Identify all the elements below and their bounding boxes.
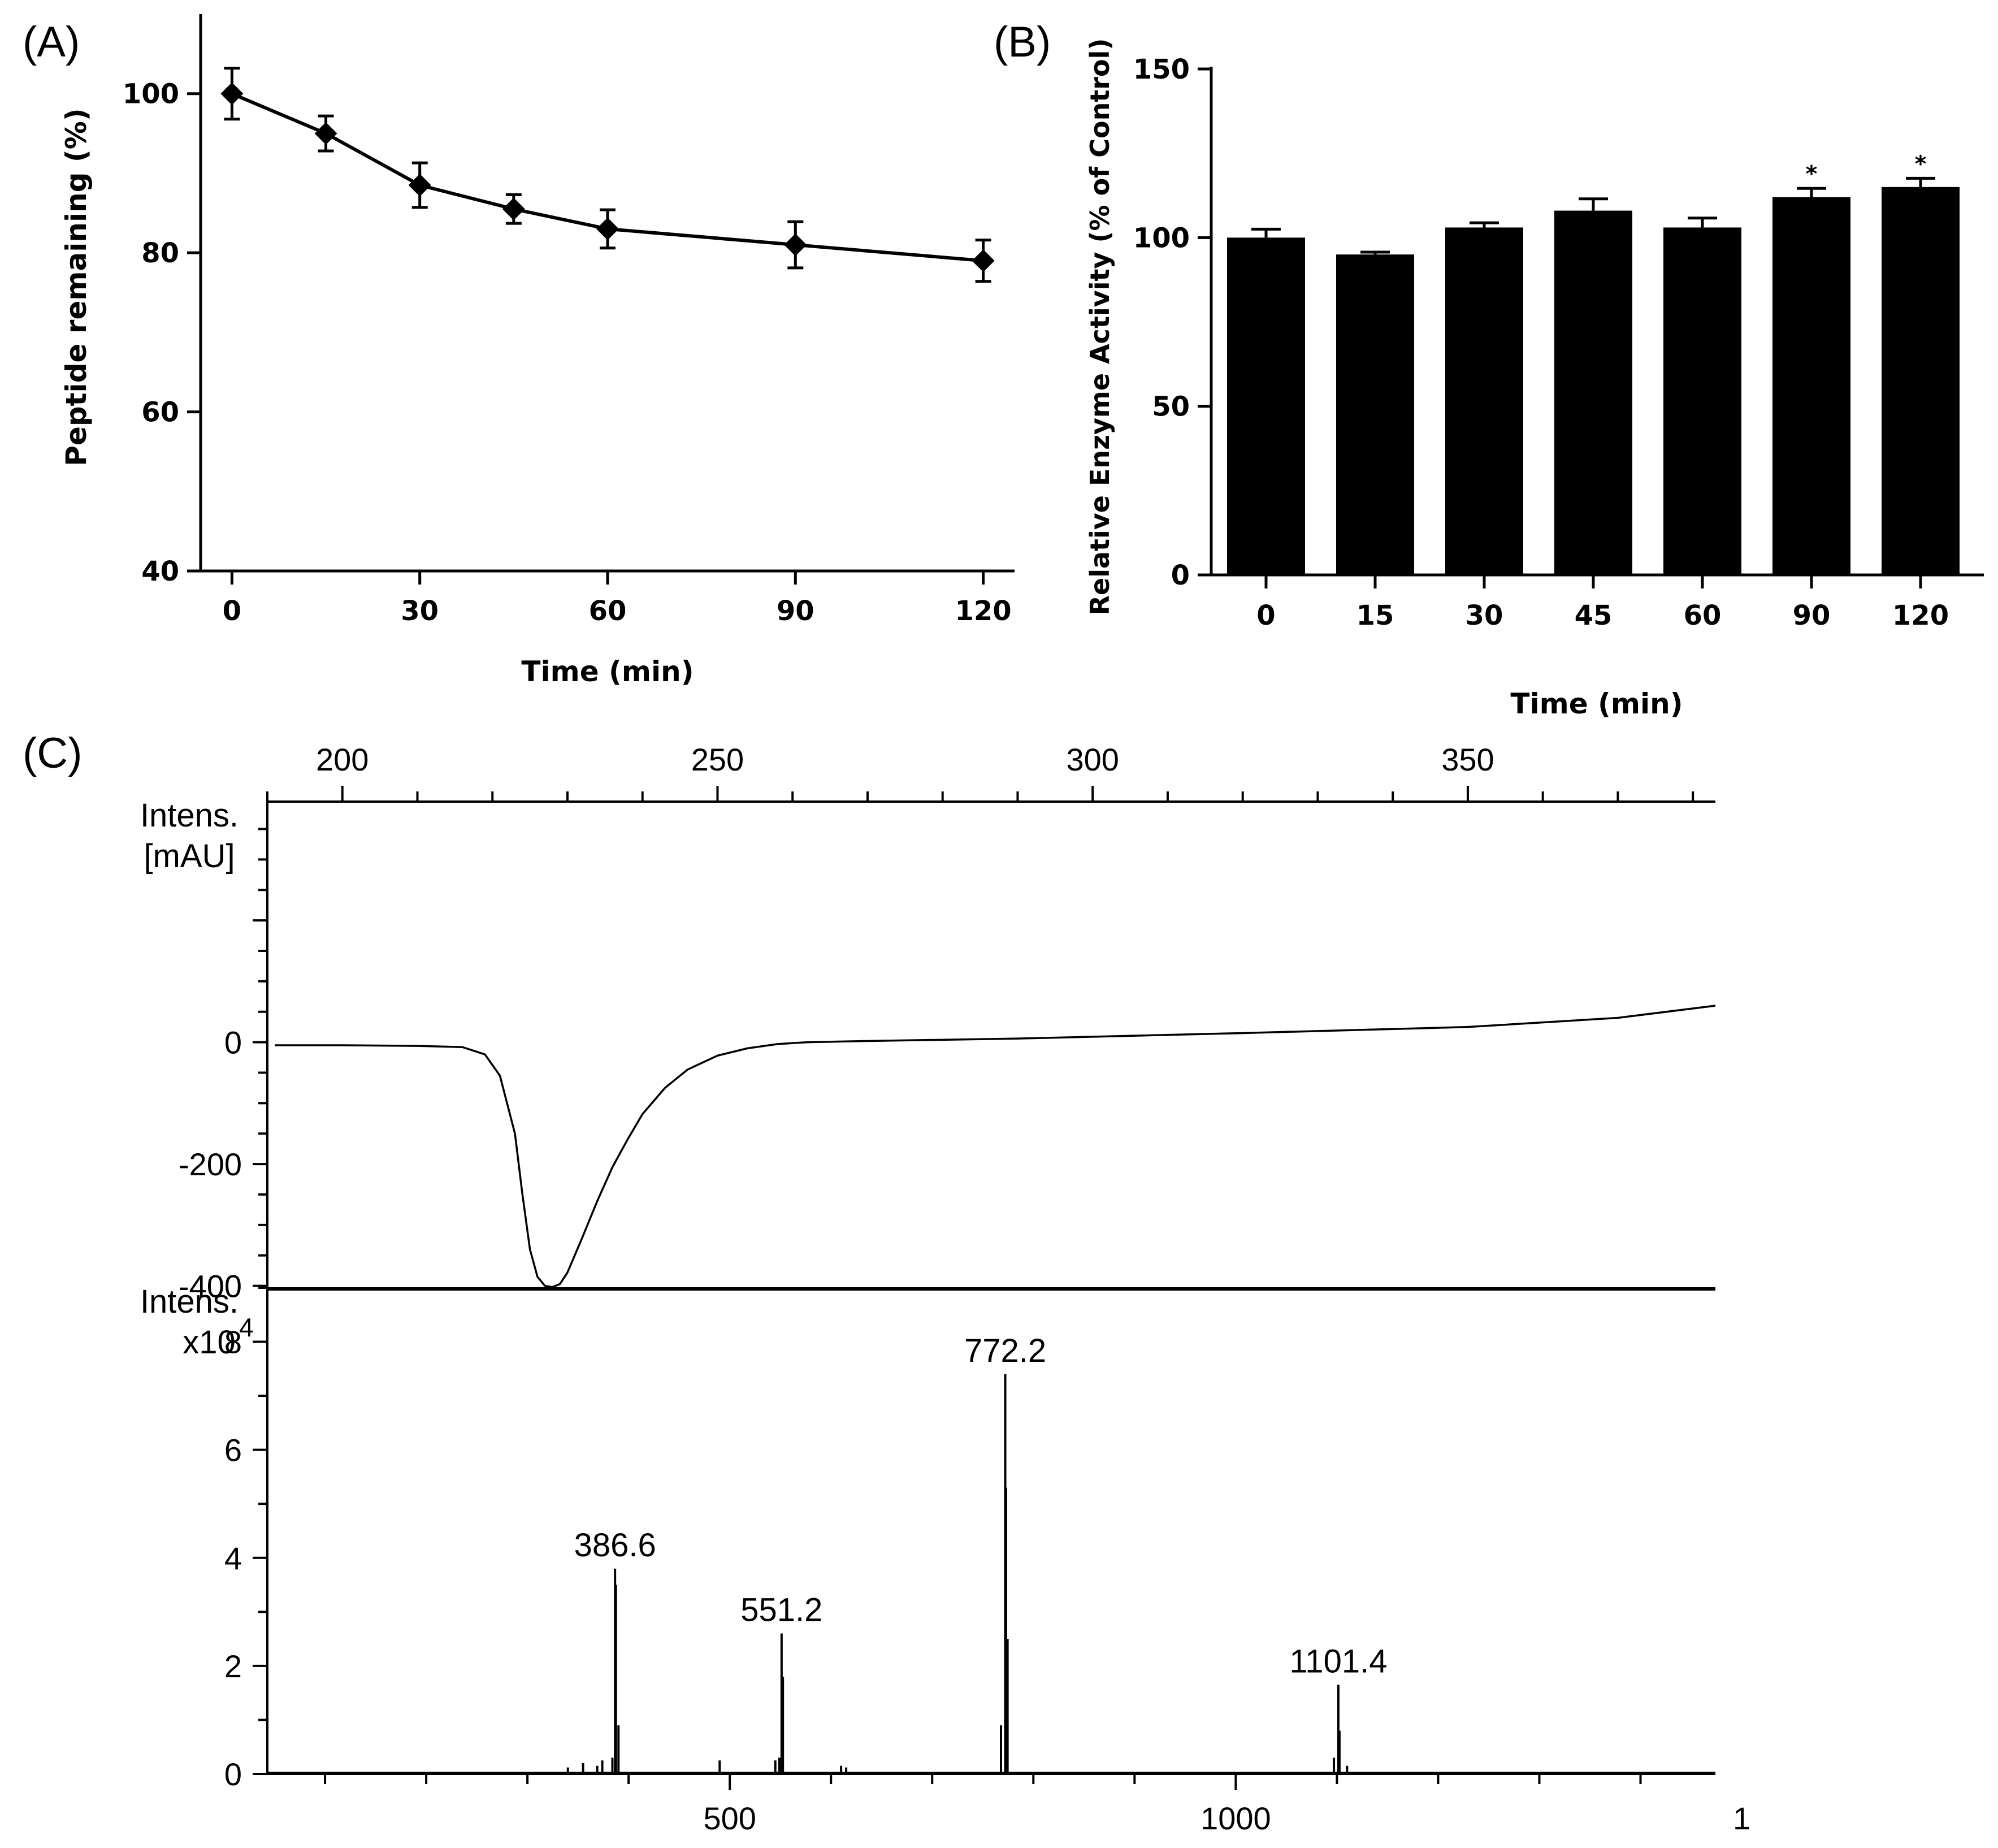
panel-c-ms-y-tick-label: 8 [224,1325,242,1360]
panel-c-ms-y-tick-label: 2 [224,1648,242,1684]
panel-a-line-chart: (A) Time (min) Peptide remaining (%) 40 6… [23,14,1015,688]
panel-b-x-tick-label: 30 [1466,600,1503,631]
panel-a-y-axis-title: Peptide remaining (%) [60,108,93,466]
panel-c-label: (C) [23,729,83,777]
panel-b-x-axis-title: Time (min) [1510,687,1683,720]
panel-a-y-tick-label: 40 [141,556,179,587]
panel-c-ms-peak-label: 1101.4 [1289,1643,1387,1680]
panel-a-data-point [502,197,525,220]
panel-a-y-tick-label: 60 [141,397,179,429]
panel-b-y-tick-label: 50 [1152,391,1190,423]
panel-c-top-y-axis-title: Intens. [mAU] [140,797,239,875]
panel-c-ms-x-tick-label: 1000 [1200,1801,1271,1836]
panel-c-y-tick-label: -200 [179,1146,242,1182]
panel-c-ms-y-tick-label: 6 [224,1432,242,1468]
panel-a-x-tick-label: 30 [401,595,439,627]
panel-b-x-tick-label: 120 [1892,600,1949,631]
panel-b-x-tick-label: 90 [1793,600,1831,631]
panel-a-x-tick-label: 120 [955,595,1012,627]
panel-b-x-tick-label: 15 [1356,600,1394,631]
panel-b-significance-marker: * [1915,151,1927,177]
panel-a-x-tick-label: 60 [589,595,627,627]
panel-b-y-tick-label: 150 [1133,54,1190,85]
panel-a-data-point [972,249,995,272]
panel-c-y-tick-label: 0 [224,1025,242,1061]
panel-c-ms-peak-label: 551.2 [740,1592,822,1629]
panel-a-x-axis-title: Time (min) [521,655,694,688]
panel-c-ms-y-axis-title-line: Intens. [140,1283,239,1320]
panel-b-y-tick-label: 0 [1171,560,1190,591]
panel-c-ms-x-tick-label: 500 [703,1801,756,1836]
panel-b-label: (B) [994,18,1051,66]
panel-c-top-tick-label: 300 [1066,742,1119,777]
panel-a-x-tick-label: 90 [777,595,814,627]
panel-b-bar [1663,227,1741,575]
panel-b-y-axis-title: Relative Enzyme Activity (% of Control) [1085,38,1115,616]
panel-c-ms-x-tick-label: 1 [1733,1801,1750,1836]
panel-a-data-point [784,233,807,257]
panel-b-x-tick-label: 60 [1684,600,1722,631]
panel-b-x-tick-label: 0 [1256,600,1275,631]
panel-b-bar [1772,197,1850,575]
panel-b-bar [1227,237,1305,575]
panel-b-y-tick-label: 100 [1133,222,1190,254]
panel-b-bar [1445,227,1523,575]
panel-c-top-tick-label: 350 [1441,742,1494,777]
panel-b-x-tick-label: 45 [1575,600,1613,631]
panel-b-bar [1882,187,1960,575]
panel-c-top-tick-label: 200 [316,742,369,777]
panel-c-chromatogram-chart: (C) 200 250 300 350 0 -200 -400 Intens. [mAU] [23,729,1716,1304]
panel-c-ms-y-tick-label: 4 [224,1540,242,1576]
panel-a-data-point [596,217,619,240]
panel-c-top-tick-label: 250 [691,742,744,777]
panel-a-y-tick-label: 100 [123,79,179,110]
panel-b-bar [1554,210,1632,575]
panel-b-bar-chart: (B) Time (min) Relative Enzyme Activity … [994,18,1984,720]
panel-a-x-tick-label: 0 [223,595,241,627]
panel-a-data-point [220,82,244,105]
panel-c-top-y-axis-title-line: Intens. [140,797,239,834]
panel-c-ms-peak-label: 386.6 [574,1527,656,1564]
panel-b-bar [1336,254,1414,575]
panel-c-mass-spectrum-chart: 500 1000 1 0 2 4 6 8 386.6 551.2 772.2 1101.4 Intens… [140,1283,1750,1836]
panel-c-ms-y-tick-label: 0 [224,1756,242,1792]
panel-c-y-tick-label: -400 [179,1269,242,1304]
panel-c-ms-y-axis-exponent: 4 [239,1313,254,1342]
panel-a-data-point [408,174,431,197]
panel-c-chromatogram-trace [275,1005,1716,1288]
panel-c-ms-peak-label: 772.2 [964,1332,1046,1369]
panel-a-label: (A) [23,18,80,66]
panel-a-data-point [314,122,337,145]
panel-c-top-y-axis-title-line: [mAU] [144,838,235,875]
panel-c-ms-y-axis-title-line: x10 [183,1324,236,1361]
panel-b-significance-marker: * [1806,161,1818,187]
panel-a-y-tick-label: 80 [141,237,179,269]
